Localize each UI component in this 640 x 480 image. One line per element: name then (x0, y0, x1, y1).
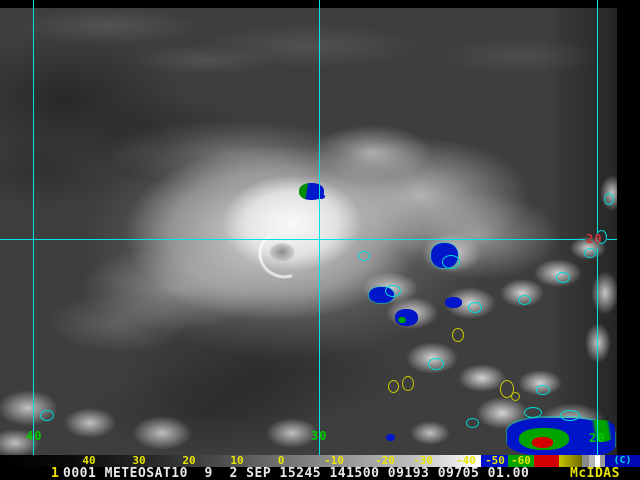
cloud-contour-cyan (518, 295, 531, 305)
colorbar-red-segment (534, 455, 559, 467)
cloud-contour-yellow (452, 328, 464, 342)
cloud-contour-cyan (560, 410, 580, 421)
cloud-contour-yellow (388, 380, 399, 393)
enhanced-cold-cloud-near-eye-small (316, 194, 325, 199)
top-black-strip (0, 0, 640, 8)
colorbar-blue-segment (481, 455, 508, 467)
colorbar-tick-m20: -20 (375, 454, 395, 467)
colorbar-gray-step (600, 455, 605, 467)
copyright-badge: (C) (605, 455, 640, 467)
colorbar-green-segment (508, 455, 534, 467)
storm-cell-red-core (532, 437, 553, 448)
latitude-line-20n (0, 239, 585, 240)
cloud-contour-cyan (536, 385, 550, 395)
longitude-line-20w-upper (597, 0, 598, 232)
colorbar-tick-10: 10 (230, 454, 244, 467)
cloud-contour-yellow (511, 392, 520, 401)
cloud-contour-cyan (442, 255, 460, 269)
enhanced-cold-cloud (386, 434, 395, 441)
cloud-contour-cyan (385, 285, 401, 297)
colorbar-tick-40: 40 (82, 454, 96, 467)
cloud-contour-cyan (40, 410, 54, 421)
cloud-contour-cyan (604, 193, 614, 205)
image-annotation-text: 0001 METEOSAT10 9 2 SEP 15245 141500 091… (63, 466, 530, 480)
cloud-contour-cyan (524, 407, 542, 418)
enhanced-cold-cloud (395, 309, 418, 326)
colorbar-tick-m40: -40 (456, 454, 476, 467)
cloud-contour-yellow (402, 376, 414, 391)
enhanced-cold-cloud (445, 297, 462, 308)
cloud-contour-cyan (466, 418, 479, 428)
storm-cell-enhancement (582, 420, 615, 442)
colorbar-gray-step (582, 455, 589, 467)
colorbar-olive-segment (559, 455, 582, 467)
temperature-color-bar: (C) 40 30 20 10 0 -10 -20 -30 -40 -50 -6… (0, 455, 640, 467)
colorbar-tick-30: 30 (132, 454, 146, 467)
colorbar-tick-m60: -60 (511, 454, 531, 467)
satellite-image[interactable] (0, 8, 617, 456)
cloud-contour-cyan (428, 358, 444, 370)
right-edge-band (617, 0, 640, 480)
cloud-contour-cyan (358, 251, 370, 261)
longitude-label-20w: 20 (589, 431, 606, 445)
longitude-line-30w (319, 0, 320, 465)
cloud-contour-cyan (596, 230, 607, 244)
longitude-label-30w: 30 (311, 429, 328, 443)
colorbar-tick-20: 20 (182, 454, 196, 467)
colorbar-gray-gradient (0, 455, 481, 467)
latitude-line-20n-stub (607, 239, 617, 240)
cloud-contour-cyan (556, 272, 570, 283)
cloud-contour-cyan (468, 302, 482, 313)
mcidas-brand-label: McIDAS (570, 466, 620, 480)
cloud-contour-cyan (584, 248, 596, 258)
longitude-label-40w: 40 (26, 429, 43, 443)
colorbar-gray-step (589, 455, 595, 467)
colorbar-tick-m30: -30 (413, 454, 433, 467)
colorbar-tick-m10: -10 (324, 454, 344, 467)
colorbar-tick-0: 0 (277, 454, 285, 467)
colorbar-white-step (595, 455, 600, 467)
cloud-contour-yellow (500, 380, 514, 398)
colorbar-tick-m50: -50 (485, 454, 505, 467)
latitude-label-20n: 20 (586, 232, 603, 246)
longitude-line-20w-lower (597, 248, 598, 465)
longitude-line-40w (33, 0, 34, 465)
frame-number: 1 (51, 466, 60, 480)
status-bar: 1 0001 METEOSAT10 9 2 SEP 15245 141500 0… (0, 467, 640, 480)
